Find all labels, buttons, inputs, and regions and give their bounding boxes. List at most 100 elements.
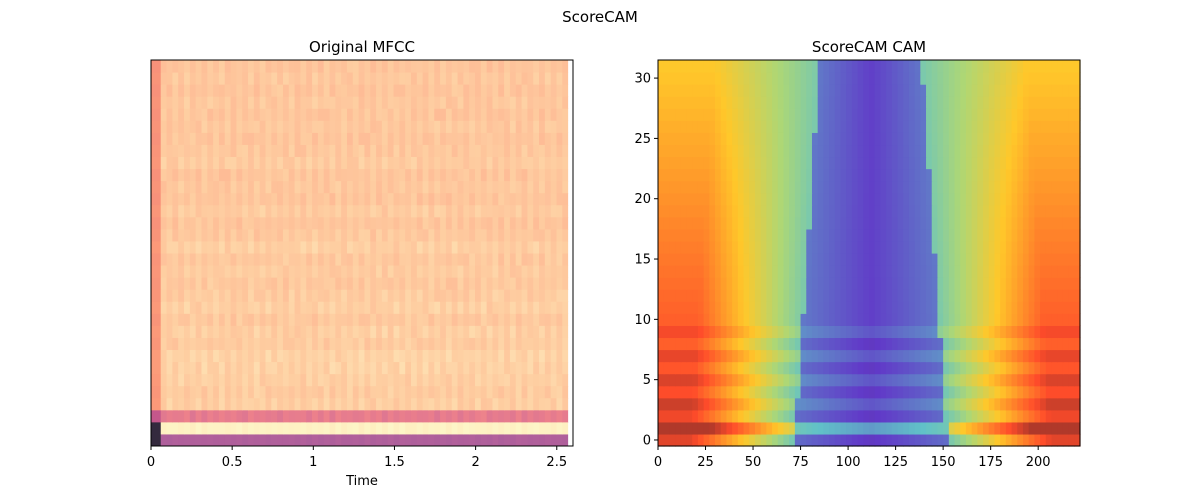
cam-cell [891,96,899,109]
cam-cell [926,409,933,423]
mfcc-cell [184,72,191,85]
mfcc-cell [282,156,290,170]
mfcc-cell [509,349,517,363]
cam-cell [663,84,671,97]
mfcc-cell [521,132,528,145]
mfcc-cell [533,289,540,302]
mfcc-cell [213,385,220,399]
mfcc-cell [364,349,371,363]
mfcc-cell [370,132,377,145]
cam-cell [766,433,773,447]
cam-cell [777,72,785,85]
mfcc-cell [300,204,307,218]
mfcc-cell [428,433,435,447]
mfcc-cell [329,361,336,375]
mfcc-cell [230,289,237,302]
mfcc-cell [317,204,325,218]
mfcc-cell [230,397,237,411]
cam-cell [692,265,699,278]
cam-cell [697,228,705,242]
mfcc-cell [498,385,505,399]
cam-cell [1034,265,1041,278]
cam-cell [1051,60,1058,73]
cam-cell [891,108,899,121]
cam-cell [800,433,807,447]
mfcc-cell [213,277,220,290]
cam-cell [675,180,682,194]
cam-cell [1045,289,1053,302]
mfcc-cell [312,204,319,218]
mfcc-cell [410,108,418,121]
mfcc-cell [521,385,528,399]
cam-cell [669,204,676,218]
mfcc-cell [265,337,272,350]
cam-cell [1051,301,1058,314]
mfcc-cell [387,265,395,278]
mfcc-cell [248,228,255,242]
mfcc-cell [352,313,360,326]
mfcc-cell [556,349,563,363]
mfcc-cell [399,60,406,73]
cam-cell [829,108,836,121]
cam-cell [806,349,813,363]
cam-cell [658,301,665,314]
cam-cell [937,397,944,411]
mfcc-cell [469,373,476,387]
mfcc-cell [306,313,313,326]
mfcc-cell [242,60,249,73]
mfcc-cell [178,349,185,363]
mfcc-cell [451,192,459,206]
mfcc-cell [151,409,162,423]
cam-cell [669,265,676,278]
mfcc-cell [151,421,162,435]
cam-cell [692,397,699,411]
mfcc-cell [364,216,371,230]
mfcc-cell [172,421,179,435]
mfcc-cell [201,132,208,145]
cam-cell [874,180,882,194]
cam-cell [857,265,864,278]
mfcc-cell [521,168,528,182]
cam-cell [1068,192,1075,206]
cam-cell [794,265,802,278]
mfcc-cell [457,313,464,326]
cam-cell [943,60,950,73]
mfcc-cell [492,216,499,230]
cam-cell [874,96,882,109]
mfcc-cell [160,240,168,254]
mfcc-cell [288,156,296,170]
cam-cell [863,385,870,399]
mfcc-cell [387,120,395,133]
mfcc-cell [509,60,517,73]
mfcc-cell [346,265,354,278]
cam-cell [937,120,944,133]
mfcc-cell [469,325,476,338]
cam-cell [692,373,699,387]
mfcc-cell [527,361,534,375]
mfcc-cell [434,337,441,350]
mfcc-cell [434,265,441,278]
cam-cell [732,289,739,302]
cam-cell [675,361,682,375]
cam-cell [732,192,739,206]
mfcc-cell [469,168,476,182]
mfcc-cell [434,216,441,230]
cam-cell [709,277,716,290]
mfcc-cell [184,301,191,314]
mfcc-cell [335,156,342,170]
mfcc-cell [282,349,290,363]
cam-cell [1005,337,1013,351]
cam-cell [709,349,716,363]
cam-cell [874,204,882,218]
mfcc-cell [172,240,179,254]
mfcc-cell [381,144,389,157]
mfcc-cell [544,409,552,423]
mfcc-cell [306,325,313,338]
cam-cell [1040,216,1047,230]
cam-cell [834,132,842,146]
mfcc-cell [317,265,325,278]
cam-cell [686,156,693,170]
mfcc-cell [277,265,284,278]
mfcc-cell [434,253,441,266]
cam-cell [948,228,956,242]
